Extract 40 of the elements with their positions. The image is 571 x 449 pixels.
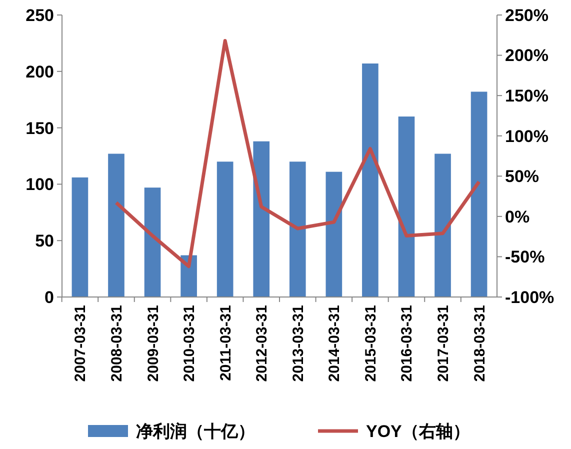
- y2-tick-label: 0%: [505, 207, 530, 226]
- y-tick-label: 250: [26, 6, 54, 25]
- y2-tick-label: 100%: [505, 126, 548, 146]
- x-tick-label: 2009-03-31: [144, 305, 162, 382]
- bar: [108, 154, 124, 297]
- bar: [144, 188, 161, 297]
- bar: [398, 116, 415, 297]
- y2-tick-label: -50%: [505, 248, 545, 267]
- y2-tick-label: 50%: [505, 167, 540, 186]
- legend-label: YOY（右轴）: [366, 422, 470, 441]
- x-tick-label: 2018-03-31: [471, 305, 488, 382]
- y-tick-label: 50: [35, 232, 54, 251]
- bar: [72, 177, 88, 297]
- y2-tick-label: 200%: [505, 46, 548, 66]
- bar: [434, 154, 451, 297]
- bar: [253, 141, 270, 297]
- y-tick-label: 200: [26, 62, 54, 82]
- bar: [470, 92, 488, 297]
- x-tick-label: 2008-03-31: [108, 305, 126, 382]
- y-tick-label: 100: [26, 175, 54, 194]
- bar: [289, 162, 306, 297]
- bar: [216, 162, 234, 297]
- x-tick-label: 2016-03-31: [398, 305, 416, 382]
- x-tick-label: 2013-03-31: [290, 305, 307, 382]
- x-tick-label: 2014-03-31: [326, 305, 344, 382]
- y-tick-label: 150: [26, 118, 54, 138]
- y2-tick-label: -100%: [505, 288, 554, 307]
- x-tick-label: 2012-03-31: [254, 305, 271, 382]
- y2-tick-label: 150%: [505, 86, 548, 106]
- x-tick-label: 2010-03-31: [181, 305, 198, 382]
- bar: [362, 64, 378, 297]
- line-series: [114, 39, 481, 268]
- x-tick-label: 2015-03-31: [362, 305, 380, 382]
- legend-label: 净利润（十亿）: [136, 422, 255, 441]
- y-tick-label: 0: [44, 288, 54, 307]
- x-tick-label: 2007-03-31: [72, 305, 90, 382]
- x-tick-label: 2017-03-31: [435, 305, 452, 382]
- y2-tick-label: 250%: [505, 6, 548, 25]
- x-tick-label: 2011-03-31: [217, 305, 234, 381]
- bar: [326, 172, 342, 297]
